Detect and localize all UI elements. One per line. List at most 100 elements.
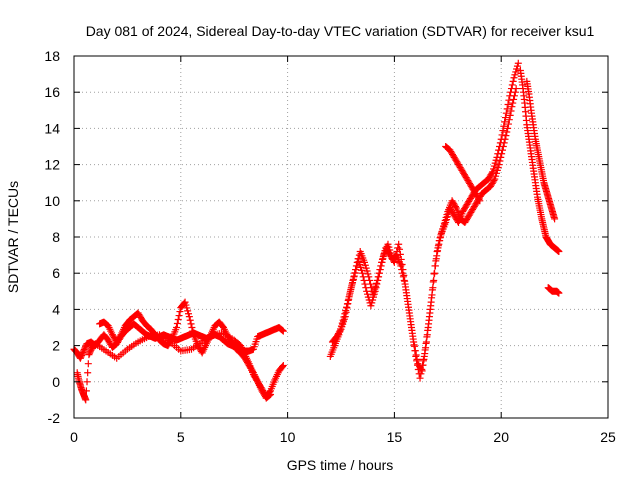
data-point	[82, 387, 90, 395]
data-point	[507, 107, 515, 115]
data-point	[82, 396, 90, 404]
series-track-f	[442, 143, 484, 205]
data-point	[418, 367, 426, 375]
data-point	[413, 355, 421, 363]
data-point	[404, 297, 412, 305]
data-point	[419, 361, 427, 369]
data-point	[417, 365, 425, 373]
y-tick-label: 2	[52, 338, 60, 354]
data-point	[503, 105, 511, 113]
data-point	[420, 355, 428, 363]
data-point	[503, 128, 511, 136]
data-point	[346, 287, 354, 295]
data-point	[375, 269, 383, 277]
data-point	[499, 143, 507, 150]
data-point	[348, 280, 356, 288]
data-point	[343, 304, 351, 312]
data-point	[412, 351, 420, 359]
data-point	[509, 77, 517, 85]
tick-labels: 0 5 10 15 20 25 -2 0 2 4 6 8 10 12 14 16 18	[44, 48, 616, 445]
data-point	[175, 312, 183, 320]
data-point	[347, 284, 355, 292]
data-point	[344, 300, 352, 308]
data-point	[371, 287, 379, 295]
data-point	[176, 308, 184, 316]
data-point	[379, 255, 387, 263]
data-point	[361, 280, 369, 288]
y-axis-label: SDTVAR / TECUs	[5, 181, 21, 293]
data-point	[509, 99, 517, 107]
series-track-i	[544, 284, 563, 297]
x-tick-label: 20	[493, 429, 509, 445]
y-tick-label: 0	[52, 374, 60, 390]
data-point	[278, 363, 286, 371]
data-point	[422, 338, 430, 346]
data-point	[428, 294, 436, 302]
data-point	[498, 131, 506, 139]
data-point	[372, 284, 380, 292]
data-point	[345, 295, 353, 303]
data-point	[362, 284, 370, 292]
data-point	[173, 320, 181, 328]
data-point	[189, 327, 197, 335]
data-point	[84, 369, 92, 377]
data-point	[508, 81, 516, 89]
data-point	[499, 127, 507, 135]
data-point	[416, 374, 424, 382]
x-tick-label: 25	[600, 429, 616, 445]
data-point	[434, 242, 442, 250]
data-point	[399, 273, 407, 281]
data-point	[404, 303, 412, 311]
data-point	[266, 388, 274, 396]
series-track-h	[523, 77, 559, 223]
data-point	[411, 347, 419, 355]
data-point	[375, 273, 383, 281]
data-point	[502, 109, 510, 117]
data-point	[500, 122, 508, 130]
x-tick-label: 5	[177, 429, 185, 445]
x-tick-label: 15	[387, 429, 403, 445]
data-point	[475, 195, 483, 203]
data-point	[186, 316, 194, 324]
data-points	[70, 59, 563, 404]
data-point	[350, 273, 358, 281]
data-point	[349, 276, 357, 284]
data-point	[504, 120, 512, 128]
data-point	[422, 344, 430, 352]
data-point	[432, 257, 440, 265]
data-point	[423, 331, 431, 339]
data-point	[399, 269, 407, 277]
y-tick-label: 10	[44, 193, 60, 209]
data-point	[426, 309, 434, 317]
data-point	[504, 101, 512, 109]
data-point	[342, 308, 350, 316]
data-point	[400, 276, 408, 284]
data-point	[336, 327, 344, 335]
data-point	[188, 324, 196, 331]
axis-ticks	[73, 55, 609, 419]
data-point	[346, 291, 354, 299]
chart-title: Day 081 of 2024, Sidereal Day-to-day VTE…	[86, 23, 595, 39]
data-point	[551, 215, 559, 223]
data-point	[510, 92, 518, 100]
data-point	[504, 124, 512, 132]
data-point	[410, 338, 418, 346]
data-point	[83, 378, 91, 386]
data-point	[555, 247, 563, 255]
data-point	[508, 103, 516, 111]
data-point	[406, 315, 414, 323]
data-point	[407, 321, 415, 329]
data-point	[510, 95, 518, 103]
data-point	[403, 292, 411, 300]
series-track-c	[73, 329, 287, 404]
data-point	[498, 150, 506, 158]
data-point	[424, 324, 432, 331]
data-point	[506, 111, 514, 119]
data-point	[352, 266, 360, 274]
data-point	[394, 244, 402, 252]
data-point	[421, 350, 429, 358]
y-tick-label: 12	[44, 157, 60, 173]
data-point	[398, 266, 406, 274]
data-point	[430, 270, 438, 278]
